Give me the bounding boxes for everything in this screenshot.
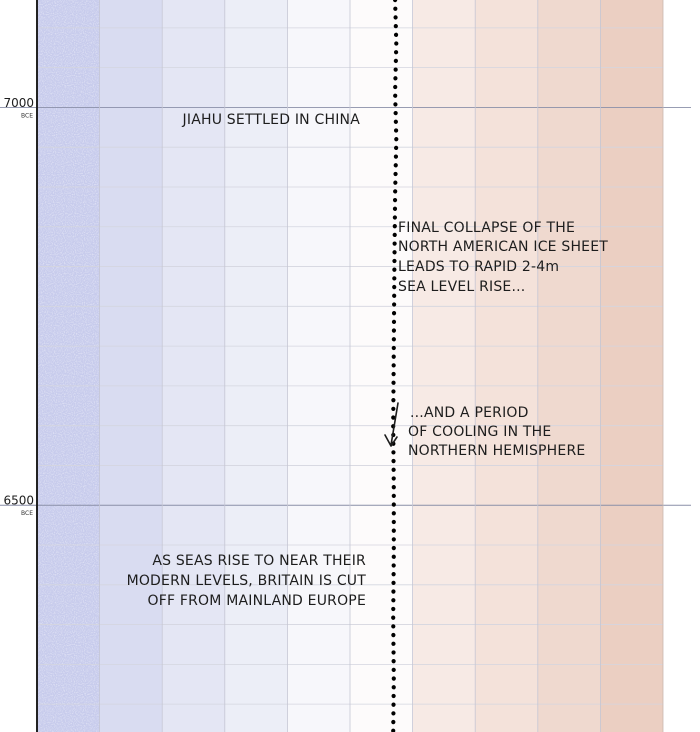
temperature-band-3 bbox=[162, 0, 225, 732]
temperature-band-7 bbox=[412, 0, 476, 732]
vertical-gridlines bbox=[99, 0, 664, 732]
annotation-britain-line-1: AS SEAS RISE TO NEAR THEIR bbox=[152, 553, 366, 569]
series-line-1 bbox=[391, 0, 399, 732]
annotation-ice-sheet-line-4: SEA LEVEL RISE... bbox=[398, 279, 525, 295]
temperature-band-9 bbox=[537, 0, 601, 732]
annotation-ice-sheet: FINAL COLLAPSE OF THE NORTH AMERICAN ICE… bbox=[398, 220, 608, 295]
y-tick-era-7000: BCE bbox=[21, 112, 33, 119]
annotation-cooling-line-3: NORTHERN HEMISPHERE bbox=[408, 443, 585, 459]
y-tick-label-7000: 7000 bbox=[3, 96, 34, 110]
temperature-band-8 bbox=[475, 0, 538, 732]
temperature-band-4 bbox=[224, 0, 288, 732]
annotation-ice-sheet-line-2: NORTH AMERICAN ICE SHEET bbox=[398, 239, 608, 255]
temperature-bands bbox=[37, 0, 663, 732]
annotation-britain-line-3: OFF FROM MAINLAND EUROPE bbox=[148, 593, 367, 609]
temperature-band-6 bbox=[350, 0, 413, 732]
y-axis-ticks: 7000 BCE 6500 BCE bbox=[3, 96, 34, 517]
temperature-band-5 bbox=[287, 0, 350, 732]
y-tick-label-6500: 6500 bbox=[3, 494, 34, 508]
annotation-ice-sheet-line-3: LEADS TO RAPID 2-4m bbox=[398, 259, 559, 275]
cooling-arrow bbox=[384, 402, 399, 447]
temperature-band-2 bbox=[99, 0, 163, 732]
annotation-jiahu: JIAHU SETTLED IN CHINA bbox=[182, 112, 361, 128]
y-tick-era-6500: BCE bbox=[21, 510, 33, 517]
annotation-cooling-line-2: OF COOLING IN THE bbox=[408, 424, 551, 440]
annotation-cooling-line-1: ...AND A PERIOD bbox=[410, 405, 529, 421]
annotation-britain: AS SEAS RISE TO NEAR THEIR MODERN LEVELS… bbox=[127, 553, 367, 609]
annotation-cooling: ...AND A PERIOD OF COOLING IN THE NORTHE… bbox=[384, 402, 585, 459]
temperature-band-10 bbox=[600, 0, 663, 732]
annotation-britain-line-2: MODERN LEVELS, BRITAIN IS CUT bbox=[127, 573, 367, 589]
annotation-jiahu-line-1: JIAHU SETTLED IN CHINA bbox=[182, 112, 361, 128]
temperature-band-1-texture bbox=[37, 0, 100, 732]
annotation-ice-sheet-line-1: FINAL COLLAPSE OF THE bbox=[398, 220, 575, 236]
